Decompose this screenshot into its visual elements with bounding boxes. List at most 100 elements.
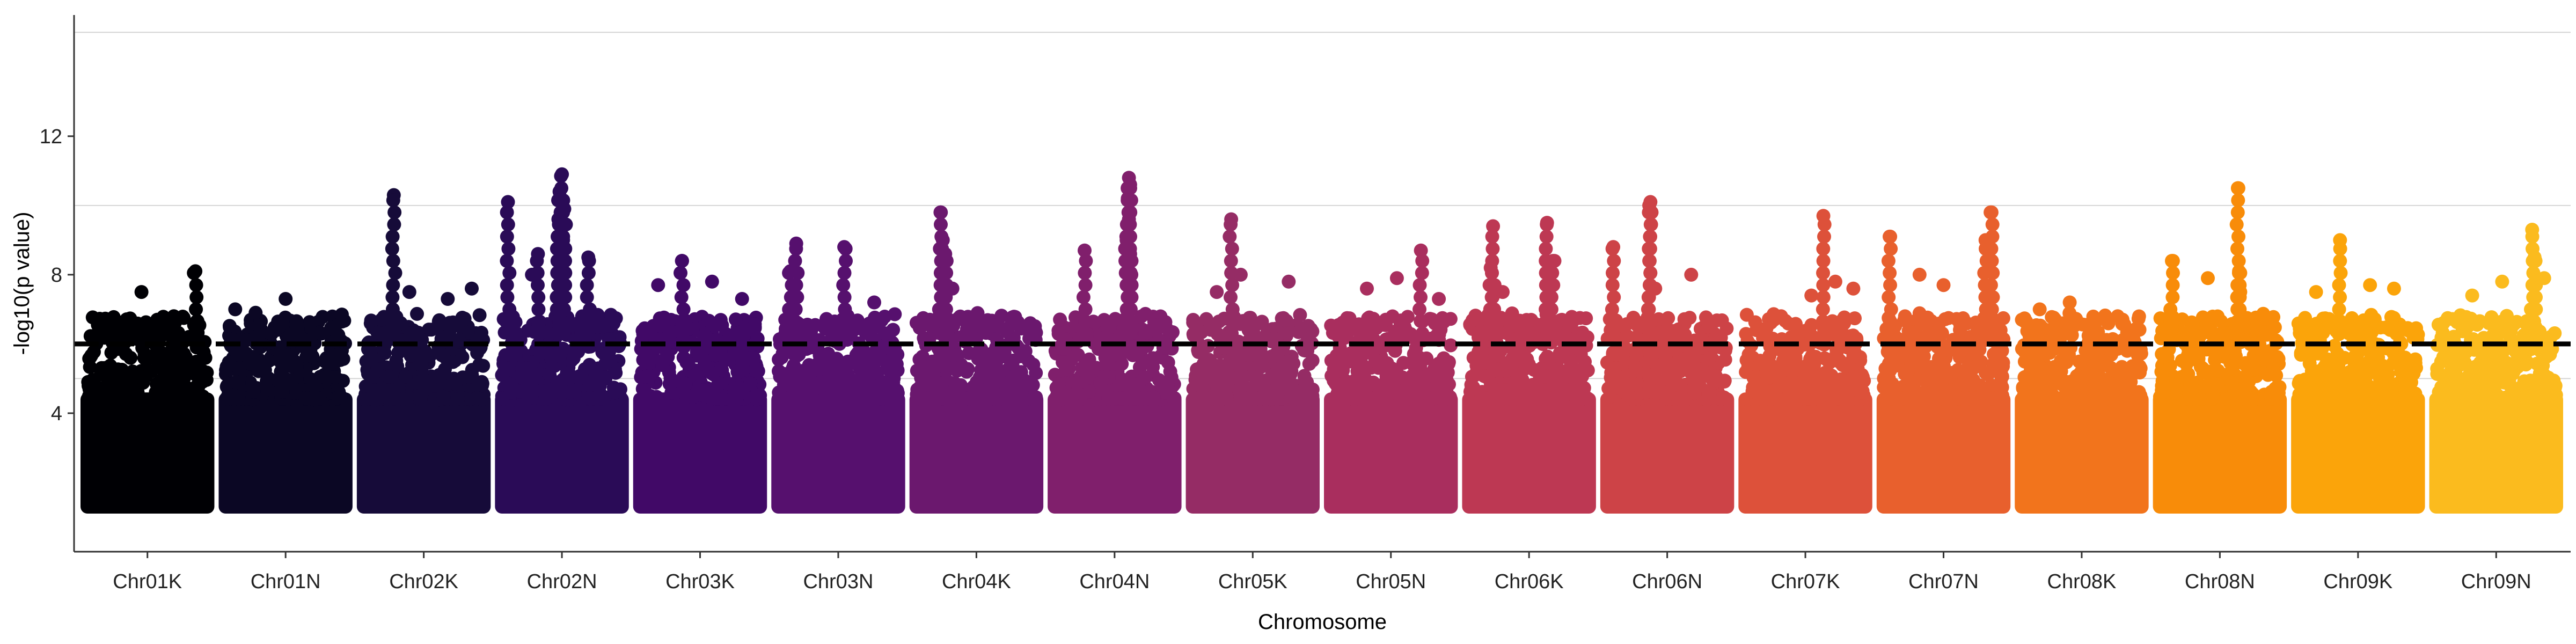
snp-point	[123, 350, 138, 365]
snp-point	[377, 346, 392, 360]
snp-point	[1642, 381, 1657, 396]
peak-point	[500, 254, 514, 268]
snp-point	[1687, 386, 1702, 400]
snp-point	[455, 350, 470, 364]
snp-point	[657, 352, 672, 367]
snp-point	[1767, 307, 1781, 321]
snp-point	[1629, 348, 1644, 362]
snp-point	[925, 374, 939, 388]
snp-point	[2188, 352, 2202, 367]
snp-point	[994, 309, 1009, 323]
peak-point	[386, 278, 400, 292]
snp-point	[2077, 357, 2091, 371]
snp-point	[398, 369, 413, 384]
peak-point	[152, 316, 167, 331]
snp-point	[105, 374, 119, 388]
snp-point	[985, 390, 1000, 404]
snp-point	[189, 379, 204, 393]
snp-point	[222, 319, 237, 333]
peak-point	[189, 302, 203, 317]
snp-point	[2112, 392, 2126, 406]
snp-point	[1928, 326, 1942, 340]
snp-point	[2383, 323, 2397, 337]
snp-point	[1362, 378, 1377, 392]
snp-point	[1238, 392, 1252, 406]
snp-point	[609, 311, 623, 325]
snp-point	[524, 390, 539, 404]
peak-point	[502, 266, 517, 280]
snp-point	[331, 390, 346, 405]
snp-point	[560, 366, 574, 380]
snp-point	[1050, 388, 1064, 402]
snp-point	[2432, 391, 2447, 405]
snp-point	[470, 391, 484, 405]
snp-point	[1281, 354, 1296, 369]
snp-point	[1937, 359, 1951, 374]
snp-point	[2046, 369, 2060, 384]
snp-point	[887, 380, 901, 394]
snp-density-band	[771, 392, 905, 514]
snp-point	[1671, 391, 1685, 405]
snp-point	[1505, 306, 1519, 320]
snp-point	[1889, 358, 1904, 373]
snp-point	[2066, 392, 2081, 406]
snp-point	[1023, 331, 1038, 345]
snp-point	[1376, 377, 1391, 391]
snp-point	[2476, 352, 2491, 366]
peak-point	[500, 229, 514, 244]
snp-point	[1520, 360, 1535, 375]
peak-point	[314, 326, 329, 341]
snp-point	[476, 358, 491, 373]
snp-point	[1717, 390, 1731, 405]
snp-density-band	[80, 392, 215, 514]
snp-density-band	[495, 392, 629, 514]
snp-point	[2365, 321, 2379, 336]
snp-point	[2509, 355, 2524, 370]
snp-point	[1351, 363, 1365, 378]
snp-point	[1895, 391, 1909, 406]
snp-point	[1275, 311, 1289, 326]
snp-point	[715, 363, 729, 377]
chromosome-bands	[80, 392, 2563, 514]
snp-point	[925, 356, 939, 371]
snp-point	[1400, 379, 1414, 394]
snp-point	[2132, 309, 2146, 324]
snp-point	[2469, 334, 2483, 349]
snp-point	[1994, 357, 2008, 371]
snp-density-band	[1600, 392, 1735, 514]
snp-point	[1571, 363, 1585, 377]
snp-point	[550, 375, 565, 390]
snp-point	[747, 351, 761, 365]
peak-point	[134, 285, 149, 299]
snp-point	[1818, 365, 1832, 380]
snp-point	[2256, 306, 2271, 321]
snp-point	[1614, 379, 1628, 393]
snp-point	[2381, 367, 2395, 382]
snp-point	[1472, 345, 1486, 359]
snp-point	[1336, 350, 1351, 364]
snp-density-band	[2291, 392, 2425, 514]
snp-point	[1719, 321, 1734, 336]
snp-point	[2168, 385, 2183, 400]
snp-point	[1985, 391, 2000, 406]
snp-point	[2345, 375, 2359, 390]
snp-point	[598, 356, 612, 371]
peak-point	[387, 205, 402, 219]
snp-point	[93, 316, 107, 331]
snp-point	[1124, 380, 1138, 395]
snp-point	[2384, 310, 2399, 324]
snp-point	[2438, 350, 2453, 364]
snp-point	[1023, 316, 1037, 331]
snp-point	[81, 375, 96, 389]
snp-point	[300, 391, 314, 405]
snp-point	[993, 320, 1007, 334]
snp-point	[2464, 317, 2479, 331]
snp-point	[1293, 308, 1307, 322]
snp-point	[753, 388, 767, 402]
snp-point	[1801, 371, 1816, 385]
snp-point	[1279, 372, 1294, 387]
snp-point	[994, 349, 1009, 363]
snp-point	[967, 379, 981, 394]
snp-point	[1759, 366, 1773, 380]
snp-point	[1853, 350, 1867, 364]
